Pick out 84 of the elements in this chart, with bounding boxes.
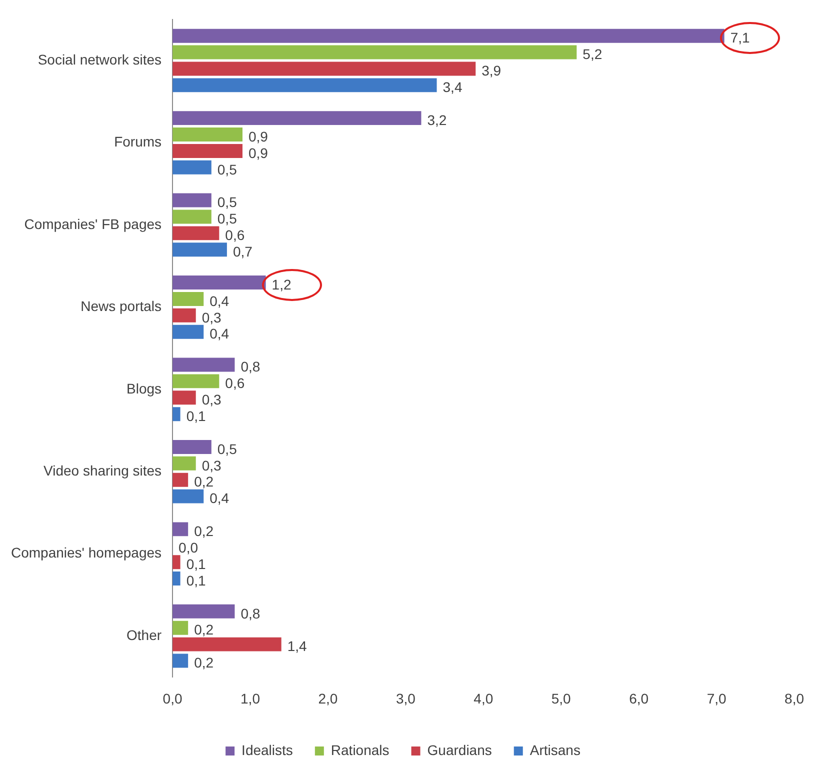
y-tick-label: Other <box>126 626 162 643</box>
x-tick-label: 5,0 <box>551 690 572 706</box>
data-label: 3,2 <box>427 112 447 128</box>
bar <box>172 522 188 536</box>
bar <box>172 62 476 76</box>
data-label: 0,6 <box>225 375 245 392</box>
data-label: 0,1 <box>186 572 206 588</box>
data-label: 0,1 <box>186 556 206 572</box>
data-label: 0,2 <box>194 474 214 490</box>
x-tick-label: 4,0 <box>474 690 494 706</box>
data-label: 0,2 <box>194 523 214 540</box>
bar <box>172 160 212 174</box>
data-label: 0,5 <box>217 161 238 178</box>
data-label: 0,8 <box>240 358 260 375</box>
bar <box>172 654 188 668</box>
data-label: 0,6 <box>225 227 245 244</box>
bar <box>172 358 235 372</box>
bar <box>172 111 422 126</box>
data-label: 0,0 <box>178 540 198 556</box>
data-label: 0,3 <box>202 309 222 326</box>
bar <box>172 28 724 43</box>
bar <box>172 210 212 224</box>
bar <box>172 292 204 306</box>
legend-label: Guardians <box>427 742 492 758</box>
y-tick-label: Video sharing sites <box>43 462 162 478</box>
x-tick-label: 0,0 <box>162 690 182 706</box>
data-label: 0,9 <box>248 128 268 144</box>
bar <box>172 572 180 586</box>
bar <box>172 555 180 570</box>
data-label: 0,5 <box>217 194 238 210</box>
bar <box>172 390 196 405</box>
data-label: 0,2 <box>194 622 214 638</box>
x-tick-label: 8,0 <box>784 690 804 706</box>
bar <box>172 78 437 92</box>
data-label: 0,2 <box>194 654 214 671</box>
y-tick-label: Social network sites <box>38 51 162 68</box>
bar <box>172 620 188 635</box>
data-label: 3,9 <box>482 62 502 79</box>
bar <box>172 128 242 142</box>
bar <box>172 637 282 652</box>
data-label: 0,8 <box>240 605 260 622</box>
bar <box>172 193 212 208</box>
data-label: 0,1 <box>186 408 206 424</box>
data-label: 0,5 <box>217 440 238 457</box>
bar <box>172 472 188 487</box>
bar <box>172 324 204 339</box>
data-label: 0,4 <box>210 292 230 309</box>
bar <box>172 604 235 618</box>
bar <box>172 440 212 454</box>
y-tick-label: Blogs <box>126 380 162 396</box>
bar <box>172 45 577 60</box>
data-label: 1,4 <box>287 638 308 654</box>
y-tick-label: Companies' FB pages <box>24 216 162 232</box>
data-label: 0,4 <box>210 326 230 342</box>
bar <box>172 308 196 322</box>
data-label: 0,3 <box>202 391 222 408</box>
bar <box>172 456 196 470</box>
y-tick-label: News portals <box>80 298 162 314</box>
bar <box>172 144 242 158</box>
x-tick-label: 1,0 <box>240 690 260 706</box>
data-label: 1,2 <box>272 276 292 292</box>
legend-label: Artisans <box>530 742 580 758</box>
data-label: 0,3 <box>202 457 222 474</box>
x-tick-label: 7,0 <box>706 690 726 706</box>
data-label: 0,5 <box>217 210 238 227</box>
bar <box>172 276 266 290</box>
bar <box>172 242 227 257</box>
y-tick-label: Companies' homepages <box>10 544 162 561</box>
legend-label: Rationals <box>330 742 390 758</box>
x-tick-label: 2,0 <box>318 690 338 706</box>
bar <box>172 407 180 422</box>
x-tick-label: 3,0 <box>396 690 416 706</box>
data-label: 5,2 <box>582 46 602 62</box>
data-label: 7,1 <box>730 30 750 46</box>
data-label: 0,4 <box>210 490 230 506</box>
legend-label: Idealists <box>242 742 293 758</box>
bar <box>172 226 220 240</box>
data-label: 0,9 <box>248 144 268 161</box>
data-label: 0,7 <box>232 243 253 260</box>
y-tick-label: Forums <box>114 134 162 150</box>
bar <box>172 374 220 388</box>
bar <box>172 489 204 504</box>
data-label: 3,4 <box>442 79 462 96</box>
x-tick-label: 6,0 <box>629 690 649 706</box>
